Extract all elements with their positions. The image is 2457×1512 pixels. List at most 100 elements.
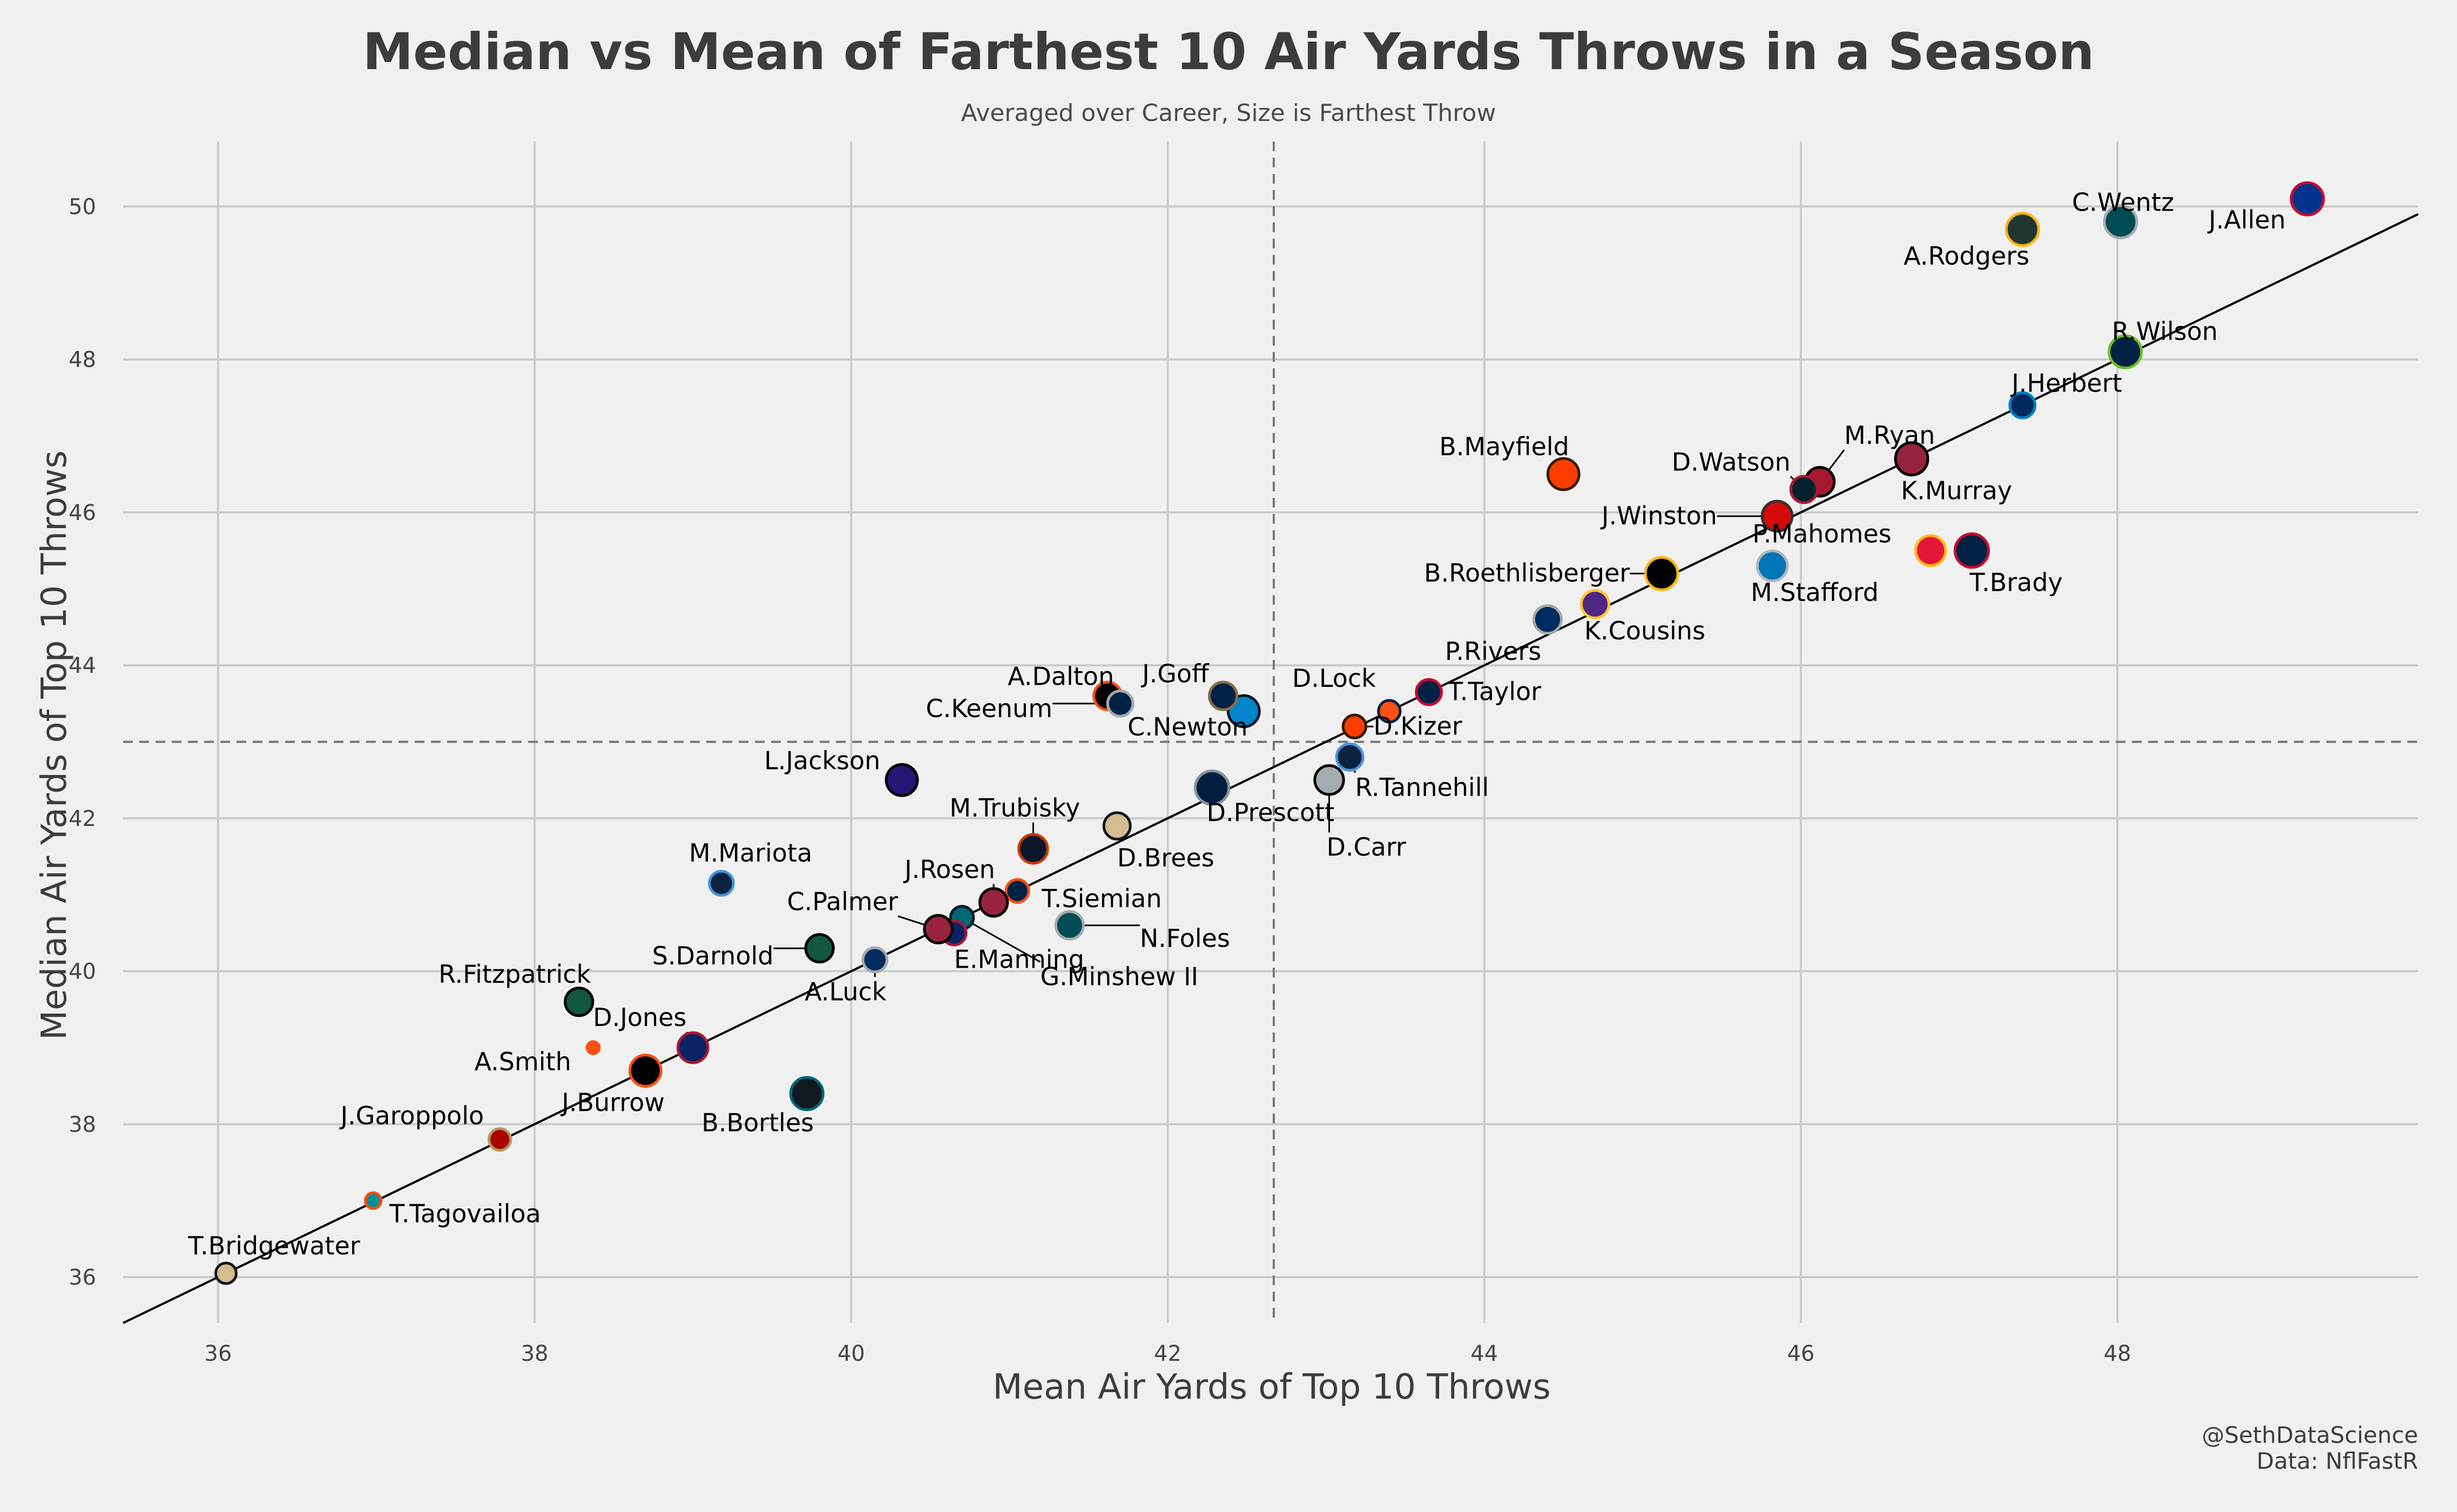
- axis-ticks: 36 38 40 42 44 46 48 36 38 40 42 44 46 48 50: [69, 194, 2131, 1366]
- data-point: [1054, 910, 1085, 941]
- x-tick-label: 36: [204, 1341, 232, 1366]
- point-label: R.Wilson: [2112, 316, 2218, 346]
- point-label: A.Dalton: [1008, 662, 1114, 691]
- data-point: [2290, 181, 2325, 217]
- point-label: J.Winston: [1600, 501, 1717, 530]
- point-label: C.Newton: [1128, 712, 1247, 741]
- data-point: [214, 1261, 238, 1285]
- x-tick-label: 46: [1787, 1341, 1814, 1366]
- data-point: [1953, 532, 1990, 569]
- x-tick-label: 42: [1154, 1341, 1182, 1366]
- data-point: [804, 933, 835, 964]
- data-point: [708, 869, 735, 897]
- data-point: [1341, 713, 1368, 740]
- data-point: [1756, 549, 1789, 583]
- data-point: [676, 1031, 710, 1064]
- point-label: R.Fitzpatrick: [438, 960, 591, 989]
- point-label: G.Minshew II: [1040, 962, 1198, 991]
- reference-lines: [123, 141, 2418, 1323]
- data-point: [885, 763, 919, 797]
- chart-subtitle: Averaged over Career, Size is Farthest T…: [961, 99, 1496, 127]
- point-label: K.Murray: [1901, 476, 2012, 505]
- y-axis-label: Median Air Yards of Top 10 Throws: [35, 450, 75, 1040]
- data-points: [214, 181, 2325, 1285]
- label-leader-line: [961, 917, 1041, 963]
- point-label: J.Goff: [1140, 659, 1210, 688]
- point-label: C.Palmer: [787, 887, 897, 916]
- data-point: [861, 946, 889, 974]
- point-label: M.Trubisky: [949, 793, 1080, 822]
- y-tick-label: 46: [69, 501, 96, 525]
- point-label: M.Stafford: [1751, 578, 1879, 607]
- x-tick-label: 38: [521, 1341, 549, 1366]
- data-point: [1207, 680, 1239, 711]
- point-label: D.Carr: [1326, 833, 1406, 862]
- point-label: D.Brees: [1117, 843, 1214, 872]
- x-tick-label: 48: [2104, 1341, 2131, 1366]
- point-label: C.Keenum: [926, 694, 1052, 723]
- data-point: [1789, 475, 1819, 504]
- data-point: [2103, 204, 2138, 240]
- point-label: B.Roethlisberger: [1424, 558, 1630, 588]
- data-point: [1377, 699, 1402, 724]
- point-label: B.Bortles: [701, 1108, 814, 1137]
- x-tick-label: 40: [838, 1341, 865, 1366]
- data-point: [1313, 764, 1345, 796]
- point-label: J.Herbert: [2010, 369, 2122, 398]
- point-label: T.Taylor: [1447, 677, 1541, 706]
- point-labels: J.Allen C.Wentz A.Rodgers R.Wilson J.Herbert…: [188, 188, 2286, 1260]
- point-label: R.Tannehill: [1355, 773, 1489, 802]
- data-point: [1415, 678, 1443, 706]
- data-point: [628, 1054, 663, 1088]
- point-label: T.Siemian: [1041, 884, 1162, 913]
- data-point: [1894, 441, 1929, 477]
- data-point: [978, 887, 1009, 918]
- point-label: J.Burrow: [560, 1088, 665, 1117]
- point-label: D.Lock: [1292, 664, 1376, 693]
- data-point: [1017, 833, 1049, 865]
- point-label: S.Darnold: [652, 941, 774, 970]
- data-point: [789, 1076, 825, 1111]
- y-tick-label: 44: [69, 653, 96, 678]
- y-tick-label: 36: [69, 1265, 96, 1290]
- point-label: B.Mayfield: [1439, 432, 1569, 461]
- data-point: [1644, 556, 1679, 591]
- data-point: [1546, 457, 1581, 491]
- point-label: D.Jones: [593, 1003, 686, 1032]
- y-tick-label: 42: [69, 806, 96, 831]
- data-point: [1335, 742, 1365, 772]
- data-point: [487, 1127, 512, 1152]
- data-point: [1106, 689, 1135, 718]
- point-label: J.Rosen: [903, 855, 995, 884]
- point-label: J.Garoppolo: [339, 1101, 484, 1130]
- point-label: N.Foles: [1140, 924, 1230, 953]
- data-point: [2108, 334, 2143, 369]
- data-point: [1760, 500, 1794, 533]
- point-label: J.Allen: [2207, 205, 2286, 234]
- data-point: [2004, 212, 2040, 247]
- chart-title: Median vs Mean of Farthest 10 Air Yards …: [363, 23, 2095, 82]
- y-tick-label: 38: [69, 1112, 96, 1137]
- credit-source: Data: NflFastR: [2257, 1448, 2418, 1474]
- grid-lines: [123, 141, 2418, 1323]
- point-label: D.Kizer: [1373, 711, 1462, 740]
- data-point: [1193, 770, 1231, 806]
- data-point: [1102, 811, 1132, 841]
- point-label: T.Tagovailoa: [389, 1199, 541, 1228]
- point-label: D.Watson: [1672, 447, 1791, 476]
- point-label: P.Mahomes: [1752, 519, 1891, 549]
- data-point: [2008, 391, 2037, 420]
- point-label: L.Jackson: [764, 746, 880, 775]
- point-label: K.Cousins: [1584, 616, 1705, 645]
- data-point: [585, 1040, 601, 1055]
- data-point: [564, 987, 595, 1017]
- point-label: E.Manning: [954, 945, 1084, 974]
- point-label: A.Rodgers: [1904, 241, 2029, 271]
- data-point: [1532, 604, 1563, 635]
- point-label: T.Bridgewater: [188, 1231, 360, 1260]
- point-label: P.Rivers: [1445, 637, 1541, 666]
- x-tick-label: 44: [1470, 1341, 1498, 1366]
- point-label: M.Mariota: [689, 839, 812, 868]
- x-axis-label: Mean Air Yards of Top 10 Throws: [993, 1367, 1551, 1407]
